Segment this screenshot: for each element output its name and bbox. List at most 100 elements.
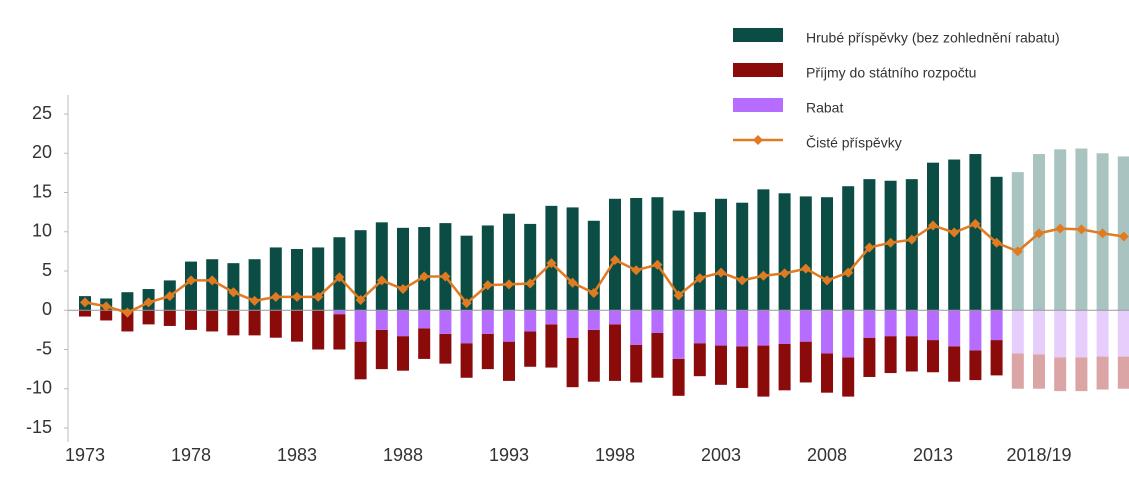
bar — [185, 261, 197, 311]
net-marker — [843, 267, 854, 278]
net-marker — [1012, 246, 1023, 257]
net-marker — [80, 297, 90, 308]
bar — [397, 227, 409, 311]
net-marker — [779, 268, 790, 279]
bar — [778, 193, 791, 311]
net-marker — [1097, 228, 1108, 239]
x-tick-label: 1983 — [277, 445, 317, 465]
net-marker — [1076, 224, 1087, 235]
net-marker — [652, 259, 663, 270]
bar — [587, 310, 600, 330]
net-marker — [800, 263, 811, 274]
legend-swatch — [733, 98, 783, 112]
bar — [503, 341, 515, 381]
bar — [545, 205, 558, 311]
net-marker — [546, 258, 557, 269]
bar — [354, 230, 367, 311]
bar — [418, 328, 431, 359]
bar — [821, 353, 833, 393]
bar — [1033, 354, 1045, 389]
net-marker — [398, 284, 408, 295]
net-marker — [313, 291, 324, 302]
bar — [1117, 310, 1129, 357]
bar — [715, 198, 727, 311]
bar — [460, 310, 473, 344]
bar — [524, 331, 537, 367]
net-marker — [143, 297, 154, 308]
net-marker — [440, 271, 451, 282]
bar — [948, 310, 961, 347]
bar — [990, 310, 1003, 341]
net-marker — [737, 275, 748, 286]
bar — [100, 310, 113, 321]
bar — [948, 346, 961, 382]
bar — [905, 310, 918, 337]
net-marker — [270, 291, 281, 302]
bar — [1011, 353, 1024, 389]
bar — [609, 310, 621, 325]
bar — [757, 345, 770, 397]
bar — [651, 197, 664, 311]
bar — [481, 310, 494, 334]
bar — [354, 341, 367, 380]
bar — [863, 310, 876, 338]
net-marker — [122, 307, 133, 318]
net-marker — [970, 218, 981, 229]
bar — [609, 324, 621, 381]
bar — [842, 357, 855, 397]
bar — [397, 310, 409, 337]
bar — [439, 310, 452, 334]
bar — [1033, 310, 1045, 355]
net-marker — [207, 275, 218, 286]
bar — [905, 336, 918, 372]
x-tick-label: 1998 — [595, 445, 635, 465]
bar — [969, 310, 982, 351]
bar — [545, 324, 558, 368]
net-marker — [1055, 223, 1066, 234]
bar — [312, 310, 325, 350]
bar — [1011, 310, 1024, 354]
bar — [651, 310, 664, 334]
bar — [185, 310, 197, 330]
bar — [715, 310, 727, 346]
net-marker — [525, 278, 536, 289]
bar — [163, 310, 176, 326]
bar — [927, 162, 939, 311]
bar — [842, 310, 855, 358]
net-marker — [249, 295, 260, 306]
bar — [1117, 356, 1129, 389]
y-tick-label: 20 — [32, 142, 52, 162]
y-tick-label: 10 — [32, 221, 52, 241]
bar — [693, 212, 706, 311]
net-marker — [694, 273, 705, 284]
x-tick-label: 1993 — [489, 445, 529, 465]
net-marker — [928, 220, 938, 231]
bar — [397, 336, 409, 371]
bar — [778, 310, 791, 345]
bar — [269, 247, 282, 311]
legend-swatch — [733, 63, 783, 77]
bar — [418, 227, 431, 311]
bar — [1075, 357, 1088, 392]
y-tick-label: 15 — [32, 181, 52, 201]
bar — [630, 197, 643, 311]
bar — [1054, 357, 1067, 392]
bar — [842, 186, 855, 311]
bar — [609, 198, 621, 311]
net-marker — [355, 295, 366, 306]
x-tick-label: 2013 — [913, 445, 953, 465]
bar — [248, 259, 261, 311]
net-marker — [822, 275, 832, 286]
bar — [524, 310, 537, 332]
legend-label: Čisté příspěvky — [806, 135, 902, 151]
net-marker — [101, 301, 112, 312]
net-marker — [1118, 231, 1129, 242]
y-tick-label: 0 — [42, 299, 52, 319]
net-marker — [588, 287, 599, 298]
x-tick-label: 2003 — [701, 445, 741, 465]
bar — [778, 344, 791, 391]
net-marker — [419, 271, 430, 282]
bar — [375, 222, 388, 311]
bar — [121, 310, 134, 332]
